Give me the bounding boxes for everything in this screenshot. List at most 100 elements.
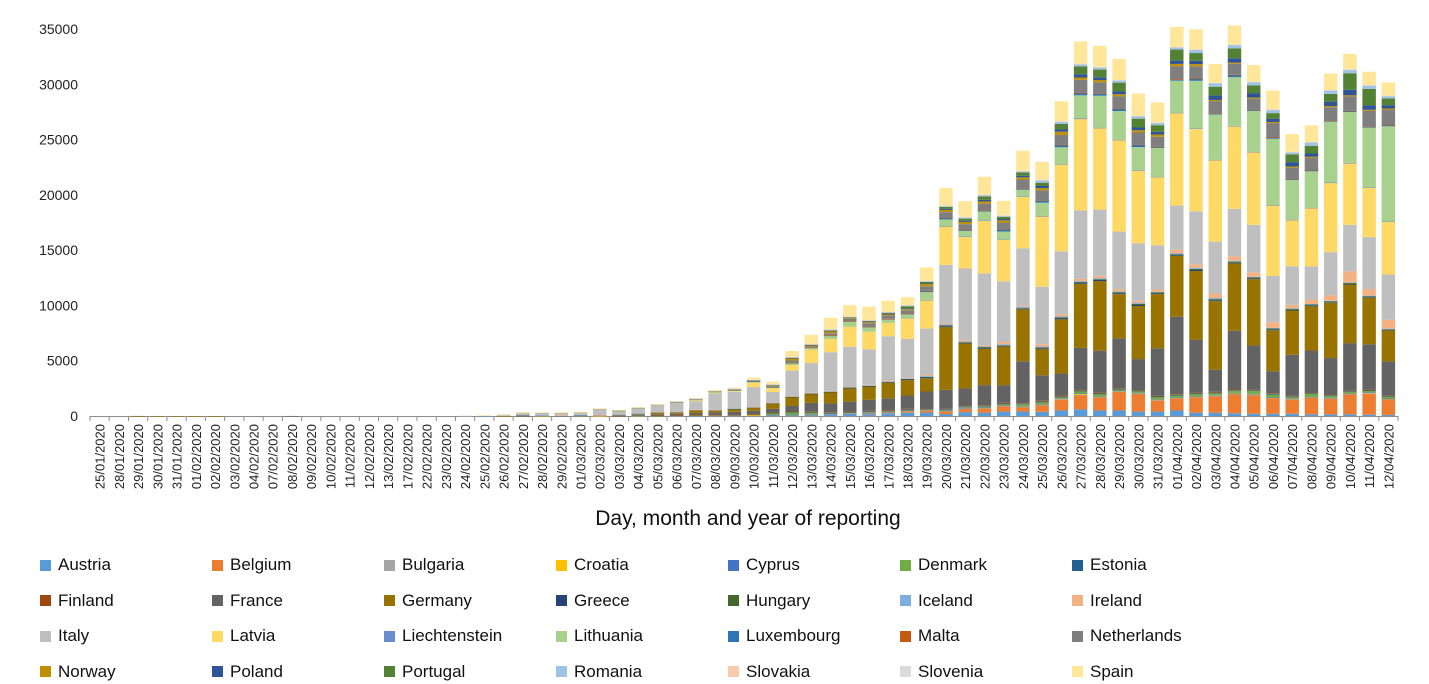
x-tick-label: 01/02/2020 — [189, 424, 204, 489]
bar-segment-austria — [843, 413, 857, 416]
bar-segment-slovenia — [1227, 44, 1242, 45]
x-tick-label: 08/02/2020 — [285, 424, 300, 489]
bar-segment-malta — [996, 229, 1011, 230]
bar-segment-lithuania — [920, 292, 934, 300]
bar-segment-finland — [1035, 400, 1049, 402]
bar-segment-denmark — [920, 408, 934, 410]
bar-segment-iceland — [612, 414, 626, 416]
bar-segment-ireland — [1150, 289, 1165, 292]
bar-segment-ireland — [1131, 300, 1146, 303]
bar-segment-netherlands — [1247, 98, 1261, 110]
bar-segment-france — [920, 391, 934, 409]
bar-segment-spain — [881, 300, 895, 312]
bar-segment-cyprus — [1093, 396, 1107, 397]
bar-segment-latvia — [785, 365, 799, 371]
bar-segment-denmark — [843, 412, 857, 413]
bar-segment-slovenia — [669, 401, 684, 403]
bar-segment-italy — [1112, 231, 1126, 290]
bar-segment-spain — [996, 200, 1011, 216]
bar-segment-france — [669, 413, 684, 416]
bar-segment-latvia — [920, 299, 934, 329]
bar-segment-italy — [650, 405, 665, 413]
bar-segment-romania — [920, 281, 934, 282]
bar-segment-cyprus — [1381, 398, 1396, 400]
bar-segment-latvia — [1323, 182, 1338, 253]
bar-segment-lithuania — [996, 231, 1011, 240]
x-tick-label: 28/02/2020 — [535, 424, 550, 489]
bar-segment-hungary — [1266, 328, 1280, 330]
bar-segment-france — [804, 402, 819, 412]
bar-segment-malta — [1247, 109, 1261, 111]
bar-segment-italy — [1304, 266, 1319, 300]
bar-segment-slovenia — [996, 215, 1011, 216]
bar-segment-portugal — [1266, 113, 1280, 119]
y-tick-label: 30000 — [39, 76, 78, 92]
bar-segment-greece — [1073, 282, 1088, 284]
x-tick-label: 03/02/2020 — [227, 424, 242, 489]
bar-segment-latvia — [1112, 139, 1126, 232]
bar-segment-latvia — [766, 387, 780, 392]
bar-segment-greece — [1150, 293, 1165, 295]
bar-segment-liechtenstein — [1208, 159, 1222, 161]
bar-segment-finland — [708, 414, 722, 416]
legend-item-greece: Greece — [556, 589, 630, 613]
bar-segment-latvia — [1285, 219, 1299, 267]
bar-segment-finland — [785, 411, 799, 413]
bar-segment-croatia — [535, 415, 549, 417]
bar-segment-germany — [208, 415, 222, 417]
bar-segment-belgium — [881, 412, 895, 414]
bar-segment-estonia — [1170, 394, 1184, 396]
bar-segment-slovenia — [900, 305, 915, 306]
bar-segment-austria — [746, 415, 761, 417]
bar-segment-finland — [804, 411, 819, 413]
bar-segment-austria — [958, 412, 972, 416]
bar-segment-greece — [1054, 318, 1069, 320]
x-tick-label: 09/04/2020 — [1324, 424, 1339, 489]
bar-segment-denmark — [631, 415, 645, 417]
bar-segment-bulgaria — [1247, 394, 1261, 396]
bar-segment-greece — [939, 325, 953, 327]
bar-segment-liechtenstein — [1170, 112, 1184, 114]
bar-segment-romania — [1381, 96, 1396, 99]
bar-segment-liechtenstein — [920, 299, 934, 301]
bar-segment-estonia — [939, 409, 953, 410]
bar-segment-italy — [612, 410, 626, 415]
bar-segment-germany — [920, 378, 934, 392]
bar-segment-germany — [1208, 301, 1222, 370]
bar-segment-hungary — [1285, 308, 1299, 310]
bar-segment-latvia — [1247, 151, 1261, 225]
bar-segment-poland — [823, 330, 838, 332]
bar-segment-bulgaria — [1131, 393, 1146, 395]
x-tick-label: 08/03/2020 — [708, 424, 723, 489]
bar-segment-malta — [958, 229, 972, 231]
bar-segment-norway — [1362, 109, 1376, 111]
bar-segment-ireland — [1054, 314, 1069, 317]
bar-segment-spain — [746, 377, 761, 380]
bar-segment-cyprus — [1208, 394, 1222, 396]
bar-segment-spain — [689, 397, 703, 399]
bar-segment-poland — [1016, 175, 1030, 178]
bar-segment-liechtenstein — [1285, 219, 1299, 221]
bar-segment-poland — [1323, 101, 1338, 107]
bar-segment-poland — [1247, 93, 1261, 98]
bar-segment-estonia — [1381, 396, 1396, 397]
bar-segment-luxembourg — [1304, 170, 1319, 172]
bar-segment-bulgaria — [1208, 395, 1222, 397]
bar-segment-poland — [804, 345, 819, 346]
bar-segment-norway — [1227, 62, 1242, 64]
bar-segment-germany — [1131, 305, 1146, 360]
bar-segment-cyprus — [1285, 398, 1299, 399]
x-tick-label: 22/02/2020 — [420, 424, 435, 489]
bar-segment-ireland — [669, 411, 684, 413]
bar-segment-slovakia — [900, 305, 915, 306]
legend-swatch — [40, 666, 51, 677]
bar-segment-norway — [1381, 108, 1396, 110]
legend-item-malta: Malta — [900, 624, 960, 648]
bar-segment-lithuania — [804, 347, 819, 350]
bar-segment-greece — [1112, 293, 1126, 295]
bar-segment-netherlands — [996, 222, 1011, 230]
y-tick-label: 0 — [70, 408, 78, 424]
bar-segment-liechtenstein — [1093, 127, 1107, 129]
bar-segment-hungary — [1093, 279, 1107, 280]
bar-segment-bulgaria — [1323, 398, 1338, 400]
